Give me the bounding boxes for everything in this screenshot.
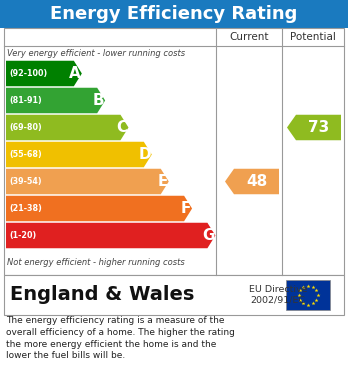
Text: Potential: Potential bbox=[290, 32, 336, 42]
Text: B: B bbox=[93, 93, 104, 108]
Polygon shape bbox=[6, 196, 192, 221]
Bar bbox=[0, 0, 348, 28]
Polygon shape bbox=[287, 115, 341, 140]
Polygon shape bbox=[6, 142, 152, 167]
Text: (55-68): (55-68) bbox=[9, 150, 42, 159]
Text: England & Wales: England & Wales bbox=[10, 285, 195, 305]
Text: C: C bbox=[116, 120, 127, 135]
Text: (39-54): (39-54) bbox=[9, 177, 42, 186]
Text: Not energy efficient - higher running costs: Not energy efficient - higher running co… bbox=[7, 258, 185, 267]
Bar bbox=[4, 275, 344, 315]
Text: F: F bbox=[181, 201, 191, 216]
Bar bbox=[4, 28, 344, 275]
Polygon shape bbox=[6, 115, 128, 140]
Text: Very energy efficient - lower running costs: Very energy efficient - lower running co… bbox=[7, 49, 185, 58]
Polygon shape bbox=[6, 223, 215, 248]
Polygon shape bbox=[6, 61, 82, 86]
Polygon shape bbox=[6, 169, 169, 194]
Bar bbox=[286, 280, 330, 310]
Text: (21-38): (21-38) bbox=[9, 204, 42, 213]
Text: E: E bbox=[157, 174, 168, 189]
Text: Current: Current bbox=[229, 32, 269, 42]
Text: Energy Efficiency Rating: Energy Efficiency Rating bbox=[50, 5, 298, 23]
Text: D: D bbox=[138, 147, 151, 162]
Text: The energy efficiency rating is a measure of the
overall efficiency of a home. T: The energy efficiency rating is a measur… bbox=[6, 316, 235, 361]
Text: (1-20): (1-20) bbox=[9, 231, 36, 240]
Polygon shape bbox=[6, 88, 105, 113]
Text: EU Directive
2002/91/EC: EU Directive 2002/91/EC bbox=[249, 285, 307, 305]
Text: 48: 48 bbox=[246, 174, 267, 189]
Text: (81-91): (81-91) bbox=[9, 96, 42, 105]
Text: (92-100): (92-100) bbox=[9, 69, 47, 78]
Text: A: A bbox=[69, 66, 81, 81]
Text: G: G bbox=[202, 228, 214, 243]
Text: 73: 73 bbox=[308, 120, 329, 135]
Polygon shape bbox=[225, 169, 279, 194]
Text: (69-80): (69-80) bbox=[9, 123, 42, 132]
